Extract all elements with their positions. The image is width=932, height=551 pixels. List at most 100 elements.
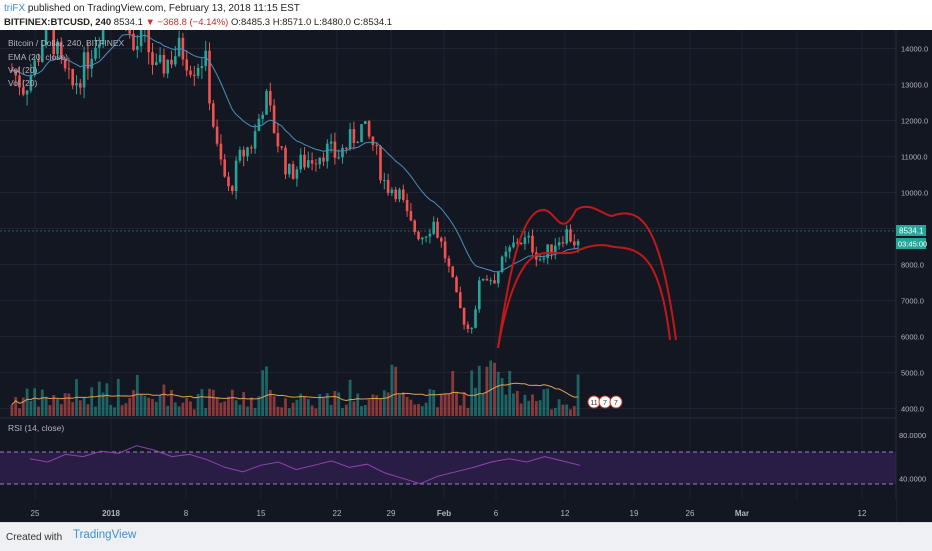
- volume-bar: [147, 397, 151, 416]
- event-badges[interactable]: 11 7 7: [587, 395, 623, 409]
- volume-bar: [253, 407, 257, 416]
- volume-bar: [531, 394, 534, 416]
- volume-bar: [181, 402, 185, 416]
- candle-body: [60, 42, 63, 59]
- candle-body: [185, 59, 188, 71]
- price-tick-label: 7000.0: [901, 296, 924, 305]
- volume-bar: [120, 405, 124, 416]
- author-link[interactable]: triFX: [4, 3, 26, 14]
- ohlc-close: C:8534.1: [353, 17, 393, 28]
- time-tick-label: 12: [561, 509, 570, 518]
- user-drawings[interactable]: [497, 205, 677, 349]
- volume-bar: [367, 399, 371, 416]
- candle-body: [561, 242, 565, 244]
- chart-legend: Bitcoin / Dollar, 240, BITFINEX EMA (20,…: [8, 38, 125, 433]
- volume-bar: [546, 388, 550, 416]
- drawn-upper-arc[interactable]: [497, 205, 677, 349]
- drawn-lower-arc[interactable]: [497, 244, 671, 349]
- candle-body: [462, 307, 466, 325]
- candle-body: [204, 50, 207, 67]
- volume-bar: [572, 406, 576, 416]
- time-axis-bg: [0, 500, 896, 522]
- volume-bar: [33, 388, 37, 416]
- volume-bar: [135, 374, 139, 416]
- volume-bar: [37, 406, 40, 416]
- volume-bar: [504, 394, 508, 416]
- time-tick-label: Mar: [735, 509, 749, 518]
- candle-body: [310, 160, 314, 164]
- volume-bar: [379, 398, 382, 416]
- volume-bar: [291, 402, 295, 416]
- price-tag-text: 8534.1: [899, 227, 924, 236]
- candle-body: [512, 242, 515, 248]
- candle-body: [516, 242, 519, 244]
- volume-bar: [44, 396, 48, 416]
- time-tick-label: 22: [333, 509, 342, 518]
- volume-bar: [265, 366, 268, 416]
- candle-body: [531, 235, 534, 253]
- candle-body: [417, 231, 420, 240]
- price-tick-label: 5000.0: [901, 368, 924, 377]
- candle-body: [234, 160, 238, 191]
- event-badge-1-label: 11: [590, 400, 597, 407]
- candle-body: [162, 55, 166, 74]
- candle-body: [424, 236, 428, 238]
- candle-body: [177, 37, 181, 57]
- volume-bar: [128, 398, 132, 416]
- candle-body: [227, 176, 230, 187]
- volume-bar: [569, 409, 572, 416]
- rsi-axis[interactable]: 80.0000 40.0000: [899, 431, 926, 483]
- symbol-header: BITFINEX:BTCUSD, 240 8534.1 ▼ −368.8 (−4…: [4, 17, 392, 28]
- volume-bar: [113, 407, 116, 416]
- candle-body: [352, 129, 356, 143]
- volume-bar: [447, 394, 451, 416]
- candle-body: [155, 62, 158, 65]
- volume-bar: [158, 395, 162, 416]
- candle-body: [481, 279, 485, 281]
- event-badge-3[interactable]: [609, 395, 623, 409]
- volume-bar: [337, 392, 341, 416]
- candle-body: [25, 90, 29, 95]
- volume-bar: [470, 370, 474, 416]
- volume-bar: [63, 393, 67, 416]
- publication-line: triFX published on TradingView.com, Febr…: [4, 3, 300, 14]
- volume-bar: [162, 384, 166, 416]
- candle-body: [90, 58, 93, 69]
- volume-bar: [413, 404, 417, 416]
- candle-body: [14, 70, 17, 76]
- candle-body: [364, 121, 367, 125]
- tradingview-logo[interactable]: TradingView: [73, 529, 137, 541]
- time-tick-label: 29: [387, 509, 396, 518]
- candle-body: [322, 157, 325, 162]
- volume-bar: [154, 401, 158, 416]
- volume-bar: [310, 405, 314, 416]
- time-tag-text: 03:45:00: [898, 240, 927, 249]
- candle-body: [538, 259, 542, 261]
- volume-bar: [261, 370, 265, 416]
- candle-body: [576, 241, 580, 246]
- rsi-band: [0, 452, 896, 484]
- rsi-tick-label: 80.0000: [899, 431, 926, 440]
- volume-bar: [515, 391, 519, 416]
- candle-body: [223, 159, 226, 177]
- candle-body: [41, 44, 44, 62]
- volume-bar: [390, 364, 394, 416]
- candle-body: [398, 189, 401, 200]
- symbol-name: BITFINEX:BTCUSD, 240: [4, 17, 112, 28]
- candle-body: [52, 30, 55, 55]
- candle-body: [196, 67, 200, 76]
- candle-body: [33, 60, 36, 76]
- volume-bar: [496, 371, 500, 416]
- volume-bar: [249, 397, 253, 416]
- time-axis[interactable]: 25 2018 8 15 22 29 Feb 6 12 19 26 Mar 12: [0, 500, 896, 522]
- volume-bar: [166, 405, 170, 416]
- price-tick-label: 13000.0: [901, 80, 928, 89]
- candle-body: [383, 179, 386, 181]
- volume-bar: [500, 378, 504, 416]
- legend-title: Bitcoin / Dollar, 240, BITFINEX: [8, 38, 125, 48]
- candle-body: [181, 37, 185, 60]
- event-badge-3-label: 7: [614, 400, 618, 407]
- candle-body: [504, 251, 508, 257]
- volume-bar: [576, 374, 580, 416]
- chart-area[interactable]: 14000.013000.012000.011000.010000.09000.…: [0, 30, 932, 522]
